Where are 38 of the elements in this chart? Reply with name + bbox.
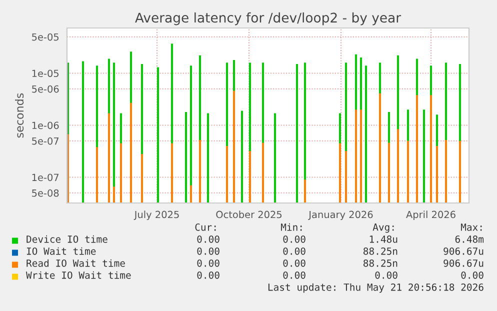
legend-label: Read IO Wait time bbox=[26, 259, 125, 267]
text: Cur: bbox=[195, 223, 216, 231]
legend-label: Write IO Wait time bbox=[26, 271, 131, 279]
y-tick-label: 1e-06 bbox=[32, 122, 59, 130]
y-tick-label: 1e-07 bbox=[32, 174, 59, 182]
text: 0.00 bbox=[283, 247, 306, 255]
text: Avg: bbox=[372, 224, 394, 233]
chart-title: Average latency for /dev/loop2 - by year bbox=[135, 12, 402, 26]
text: 0.00 bbox=[197, 235, 220, 243]
x-tick-label: July 2025 bbox=[134, 210, 179, 220]
text: 0.00 bbox=[283, 259, 306, 267]
text: 0.00 bbox=[197, 247, 220, 255]
text: 906.67u bbox=[444, 259, 484, 267]
text: 1.48u bbox=[370, 235, 398, 243]
y-tick-label: 1e-05 bbox=[32, 70, 59, 78]
text: Min: bbox=[281, 223, 302, 231]
y-axis-title: seconds bbox=[15, 93, 24, 138]
text: 906.67u bbox=[444, 247, 484, 255]
text: 0.00 bbox=[283, 271, 306, 279]
text: 0.00 bbox=[375, 271, 398, 279]
text: Max: bbox=[460, 224, 482, 231]
text: 88.25n bbox=[364, 247, 398, 255]
text: 0.00 bbox=[197, 271, 220, 279]
x-tick-label: October 2025 bbox=[216, 210, 282, 218]
text: Last update: Thu May 21 20:56:18 2026 bbox=[268, 283, 484, 293]
text: 6.48m bbox=[455, 235, 484, 243]
text: 0.00 bbox=[283, 235, 306, 243]
x-tick-label: January 2026 bbox=[308, 210, 373, 220]
text: 88.25n bbox=[364, 259, 398, 267]
text: 0.00 bbox=[461, 271, 484, 279]
x-tick-label: April 2026 bbox=[406, 210, 456, 220]
legend-label: IO Wait time bbox=[26, 247, 96, 255]
text: 0.00 bbox=[197, 259, 220, 267]
y-tick-label: 5e-07 bbox=[32, 137, 59, 145]
legend-label: Device IO time bbox=[26, 235, 108, 243]
y-tick-label: 5e-05 bbox=[32, 33, 59, 41]
y-tick-label: 5e-08 bbox=[32, 189, 59, 197]
y-tick-label: 5e-06 bbox=[32, 85, 59, 93]
